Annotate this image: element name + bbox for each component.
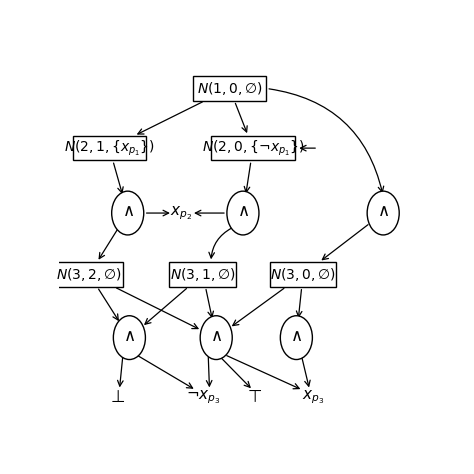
Text: $\wedge$: $\wedge$: [123, 327, 136, 345]
Text: $\wedge$: $\wedge$: [291, 327, 302, 345]
Text: $x_{p_3}$: $x_{p_3}$: [302, 389, 324, 406]
Text: $x_{p_2}$: $x_{p_2}$: [170, 204, 192, 222]
Ellipse shape: [227, 191, 259, 235]
Ellipse shape: [367, 191, 399, 235]
FancyBboxPatch shape: [170, 262, 236, 287]
Text: $N(2,1,\{x_{p_1}\})$: $N(2,1,\{x_{p_1}\})$: [64, 138, 155, 158]
Text: $\top$: $\top$: [244, 388, 262, 406]
FancyBboxPatch shape: [73, 136, 146, 160]
Text: $\neg x_{p_3}$: $\neg x_{p_3}$: [185, 389, 220, 406]
Text: $N(3,2,\emptyset)$: $N(3,2,\emptyset)$: [56, 266, 122, 283]
FancyArrowPatch shape: [269, 89, 383, 192]
FancyBboxPatch shape: [193, 76, 266, 101]
Ellipse shape: [280, 316, 312, 360]
Text: $\wedge$: $\wedge$: [377, 202, 389, 220]
Ellipse shape: [200, 316, 232, 360]
Text: $\bot$: $\bot$: [107, 388, 125, 406]
FancyBboxPatch shape: [270, 262, 337, 287]
Text: $\wedge$: $\wedge$: [237, 202, 249, 220]
Ellipse shape: [112, 191, 144, 235]
FancyBboxPatch shape: [56, 262, 123, 287]
Text: $N(3,1,\emptyset)$: $N(3,1,\emptyset)$: [170, 266, 236, 283]
Text: $N(2,0,\{\neg x_{p_1}\})$: $N(2,0,\{\neg x_{p_1}\})$: [201, 138, 304, 158]
Text: $\wedge$: $\wedge$: [210, 327, 222, 345]
FancyBboxPatch shape: [211, 136, 295, 160]
Text: $\wedge$: $\wedge$: [122, 202, 134, 220]
Text: $N(1,0,\emptyset)$: $N(1,0,\emptyset)$: [197, 80, 263, 97]
Ellipse shape: [113, 316, 146, 360]
Text: $N(3,0,\emptyset)$: $N(3,0,\emptyset)$: [270, 266, 336, 283]
